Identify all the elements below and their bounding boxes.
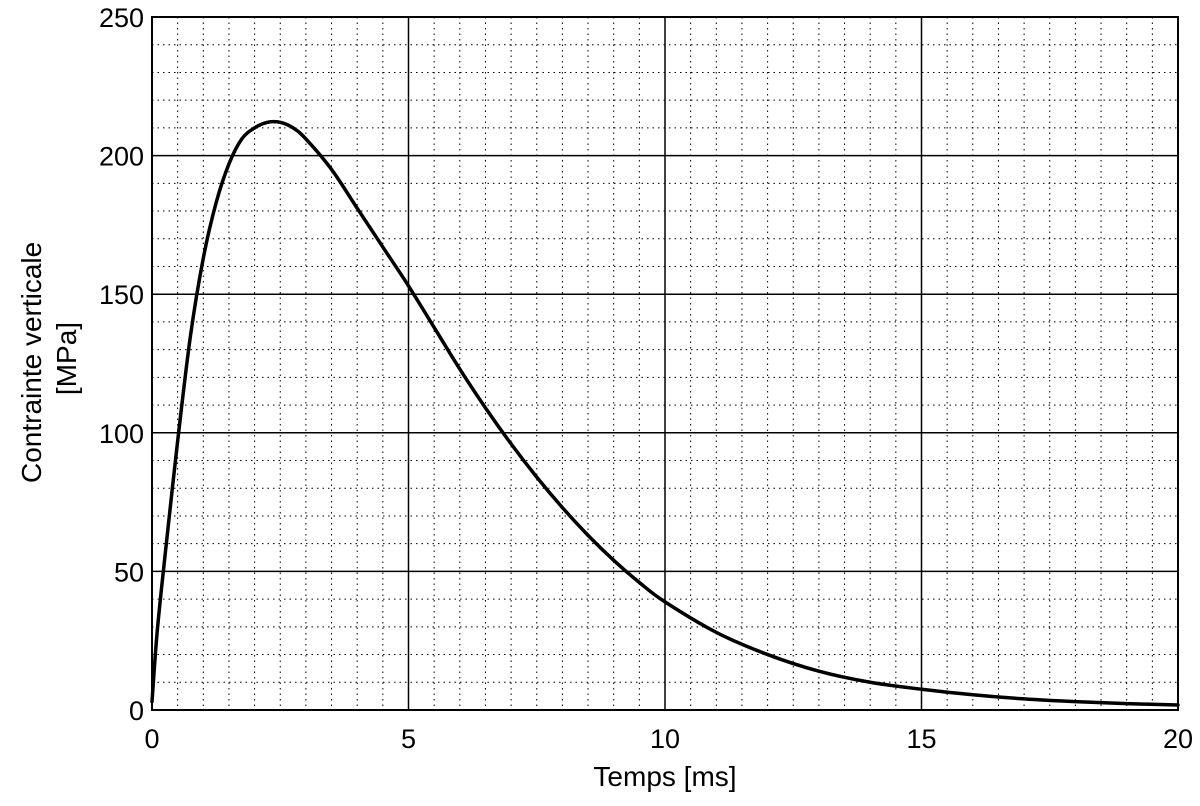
y-tick-label: 100 [99, 419, 144, 449]
y-axis-label-line-1: Contrainte verticale [16, 242, 47, 483]
x-tick-label: 15 [906, 724, 936, 754]
y-tick-label: 250 [99, 3, 144, 33]
x-axis-label: Temps [ms] [593, 761, 736, 792]
y-axis-label-line-2: [MPa] [51, 322, 82, 395]
y-tick-label: 50 [114, 557, 144, 587]
y-tick-label: 150 [99, 280, 144, 310]
y-tick-label: 200 [99, 142, 144, 172]
x-tick-label: 20 [1163, 724, 1193, 754]
y-axis-label: Contrainte verticale [MPa] [16, 234, 82, 483]
x-tick-label: 0 [144, 724, 159, 754]
x-tick-labels: 0 5 10 15 20 [144, 724, 1193, 754]
plot-frame [151, 16, 1179, 711]
x-tick-label: 5 [401, 724, 416, 754]
series-line [150, 119, 1180, 707]
y-tick-labels: 0 50 100 150 200 250 [99, 3, 144, 726]
x-tick-label: 10 [650, 724, 680, 754]
y-tick-label: 0 [129, 696, 144, 726]
